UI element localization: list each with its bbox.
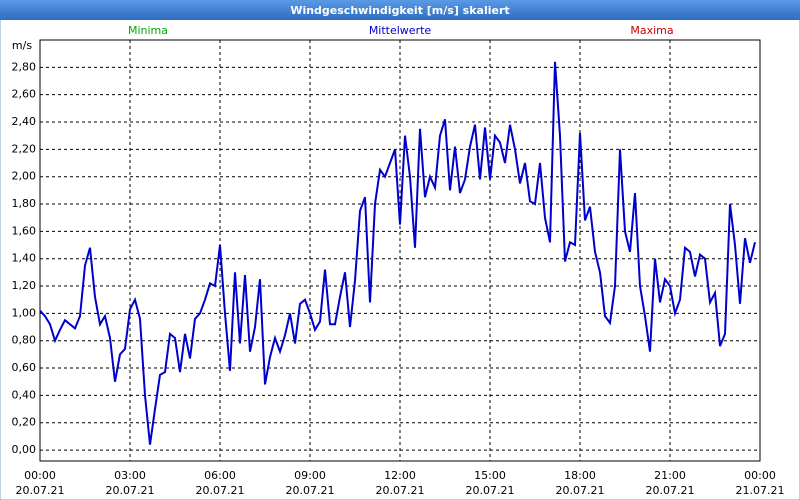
y-tick-label: 0,80 [12,334,37,347]
x-tick-label: 21:00 [654,469,686,482]
y-tick-label: 1,20 [12,279,37,292]
y-tick-label: 2,00 [12,170,37,183]
y-tick-label: 0,00 [12,443,37,456]
y-tick-label: 1,80 [12,197,37,210]
x-tick-label: 06:00 [204,469,236,482]
y-tick-label: 1,00 [12,306,37,319]
x-tick-date: 20.07.21 [196,484,245,497]
x-tick-label: 15:00 [474,469,506,482]
x-tick-date: 20.07.21 [556,484,605,497]
x-tick-date: 20.07.21 [16,484,65,497]
x-tick-label: 18:00 [564,469,596,482]
y-tick-label: 0,40 [12,388,37,401]
plot-frame [39,39,761,462]
x-tick-date: 20.07.21 [466,484,515,497]
y-tick-label: 1,60 [12,224,37,237]
y-tick-label: 0,60 [12,361,37,374]
y-tick-label: 2,60 [12,88,37,101]
y-tick-label: 2,80 [12,60,37,73]
x-tick-label: 12:00 [384,469,416,482]
x-tick-label: 00:00 [744,469,776,482]
legend-mittelwerte: Mittelwerte [369,24,432,37]
y-axis-label: m/s [12,39,32,52]
legend-minima: Minima [128,24,168,37]
y-tick-label: 1,40 [12,252,37,265]
y-tick-label: 2,40 [12,115,37,128]
x-tick-date: 21.07.21 [736,484,785,497]
title-bar [0,0,800,20]
x-tick-date: 20.07.21 [376,484,425,497]
x-tick-date: 20.07.21 [646,484,695,497]
x-tick-date: 20.07.21 [286,484,335,497]
y-tick-label: 2,20 [12,142,37,155]
x-tick-label: 09:00 [294,469,326,482]
y-tick-label: 0,20 [12,416,37,429]
legend-maxima: Maxima [630,24,673,37]
chart-title: Windgeschwindigkeit [m/s] skaliert [290,4,509,17]
data-line [39,61,756,445]
x-tick-label: 03:00 [114,469,146,482]
x-tick-label: 00:00 [24,469,56,482]
x-tick-date: 20.07.21 [106,484,155,497]
